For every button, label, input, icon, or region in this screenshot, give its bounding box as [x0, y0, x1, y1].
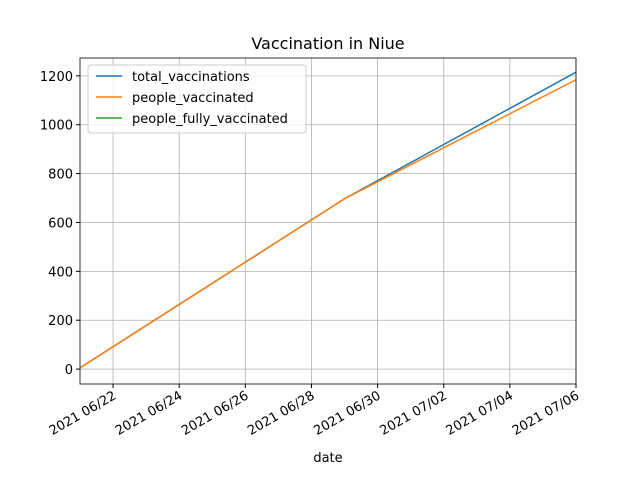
y-tick-label: 200: [48, 314, 73, 329]
x-tick-label: 2021 07/06: [510, 388, 582, 438]
x-tick-label: 2021 07/04: [444, 388, 516, 438]
x-tick-label: 2021 06/22: [47, 388, 119, 438]
x-tick-label: 2021 06/26: [179, 388, 251, 438]
legend-label: people_vaccinated: [132, 91, 254, 106]
y-tick-label: 0: [65, 363, 73, 378]
legend-box: [87, 64, 307, 134]
series-line: [79, 79, 577, 369]
legend-label: people_fully_vaccinated: [132, 112, 288, 127]
plot-frame: [79, 57, 577, 385]
legend-label: total_vaccinations: [132, 70, 250, 85]
x-tick-label: 2021 06/30: [311, 388, 383, 438]
x-tick-label: 2021 06/28: [245, 388, 317, 438]
chart-title: Vaccination in Niue: [251, 34, 404, 53]
x-tick-label: 2021 07/02: [378, 388, 450, 438]
y-tick-label: 1200: [40, 70, 73, 85]
x-axis-label: date: [313, 451, 342, 466]
x-tick-label: 2021 06/24: [113, 388, 185, 438]
y-tick-label: 1000: [40, 119, 73, 134]
y-tick-label: 800: [48, 168, 73, 183]
y-tick-label: 600: [48, 216, 73, 231]
y-tick-label: 400: [48, 265, 73, 280]
